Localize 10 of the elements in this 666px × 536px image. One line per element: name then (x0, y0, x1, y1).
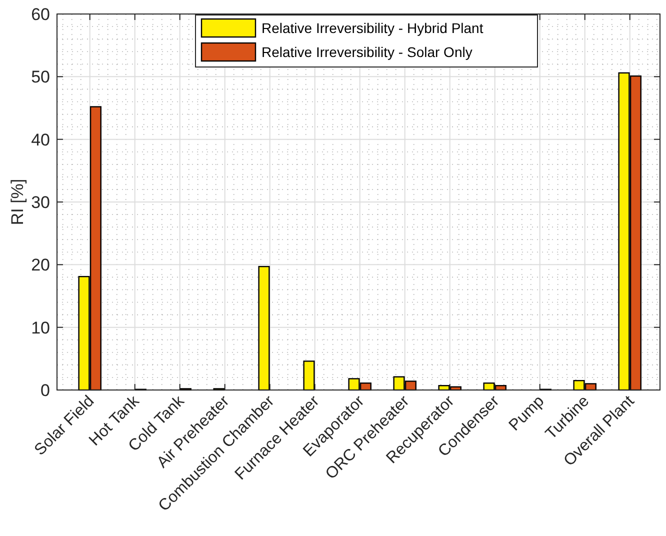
y-axis-title: RI [%] (8, 178, 27, 226)
y-tick-label: 50 (31, 68, 50, 87)
y-tick-label: 20 (31, 256, 50, 275)
y-tick-label: 40 (31, 130, 50, 150)
y-tick-label: 60 (31, 4, 50, 24)
y-tick-label: 30 (31, 192, 50, 212)
y-tick-label: 10 (31, 318, 50, 338)
legend-label: Relative Irreversibility - Hybrid Plant (262, 20, 484, 36)
y-tick-label: 0 (40, 380, 50, 400)
legend-label: Relative Irreversibility - Solar Only (262, 44, 472, 60)
